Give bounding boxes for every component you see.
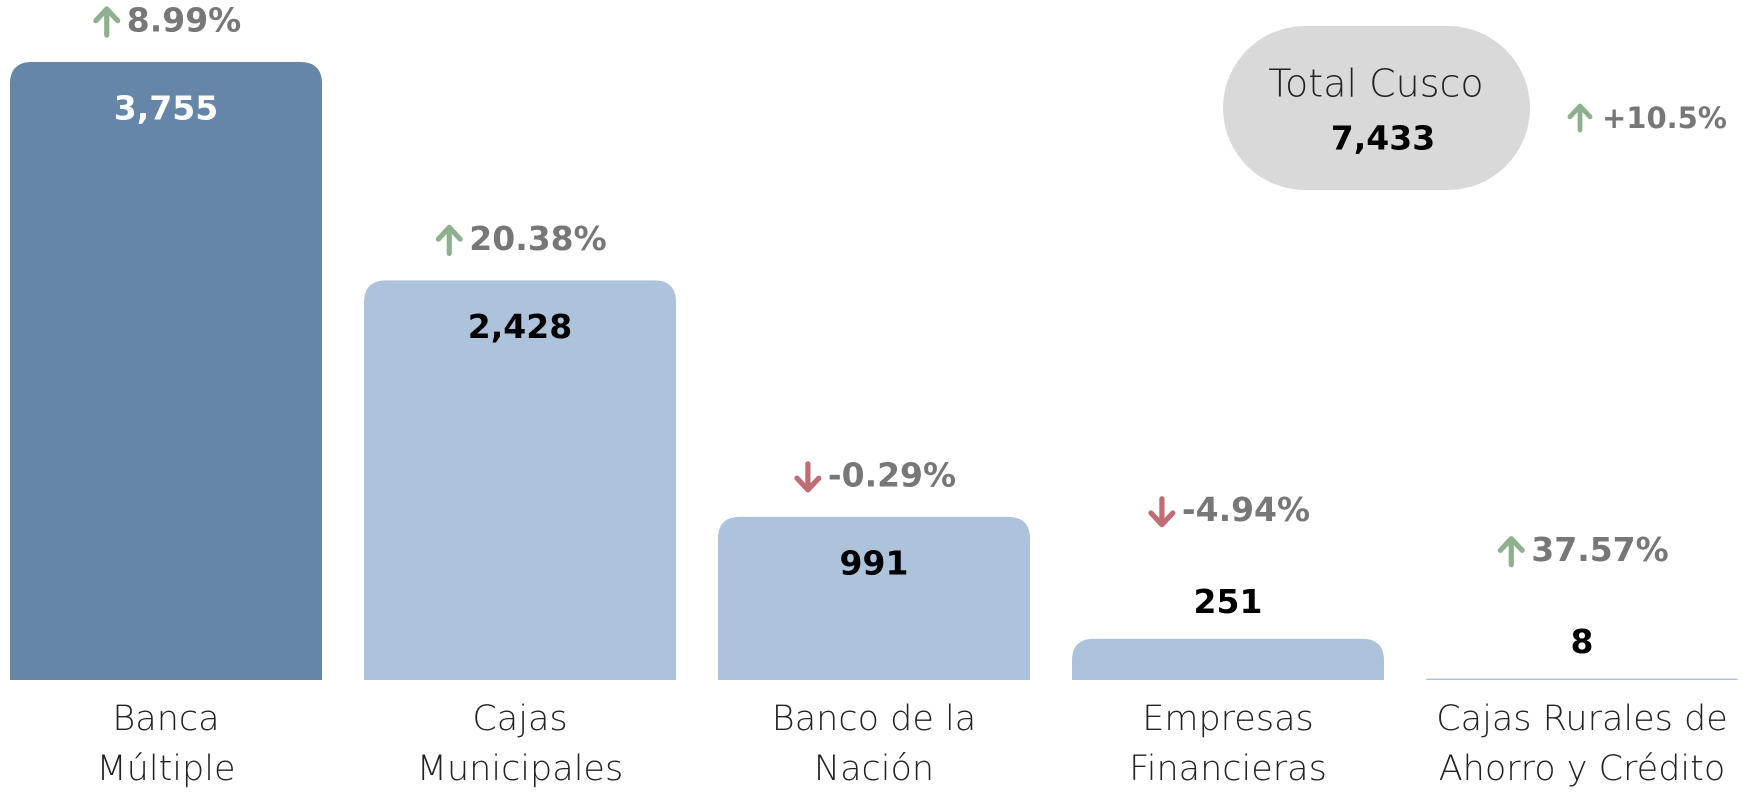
category-label: Banco de la Nación [772,699,976,789]
category-line: Financieras [1129,749,1327,789]
category-line: Municipales [417,749,623,789]
category-label: Cajas Municipales [417,699,623,789]
value-label: 2,428 [468,307,572,346]
total-change: +10.5% [1602,101,1727,135]
category-line: Ahorro y Crédito [1439,749,1726,789]
bar [1426,678,1738,680]
change-label: 8.99% [127,1,242,40]
bar [10,62,322,680]
category-line: Nación [814,749,934,789]
change-label: 20.38% [469,219,606,258]
category-line: Banca [112,699,219,739]
arrow-up [435,224,463,256]
total-label: Total Cusco [1268,62,1483,106]
total-value: 7,433 [1331,119,1435,158]
change-label: 37.57% [1531,530,1668,569]
total-box [1223,26,1530,190]
category-line: Cajas Rurales de [1436,699,1728,739]
category-line: Cajas [472,699,567,739]
category-label: Cajas Rurales de Ahorro y Crédito [1436,699,1728,789]
category-label: Empresas Financieras [1129,699,1327,789]
category-line: Empresas [1142,699,1314,739]
arrow-down [794,461,822,493]
arrow-up [93,6,121,38]
category-label: Banca Múltiple [96,699,235,789]
value-label: 8 [1571,622,1594,661]
category-line: Banco de la [772,699,976,739]
value-label: 3,755 [114,89,218,128]
bar [364,280,676,680]
value-label: 991 [840,543,909,582]
category-line: Múltiple [96,749,235,789]
change-label: -0.29% [828,455,956,494]
arrow-up [1567,103,1593,133]
change-label: -4.94% [1182,490,1310,529]
bar [1072,638,1384,680]
value-label: 251 [1194,582,1263,621]
arrow-up [1497,536,1525,568]
arrow-down [1148,496,1176,528]
bar [718,516,1030,680]
